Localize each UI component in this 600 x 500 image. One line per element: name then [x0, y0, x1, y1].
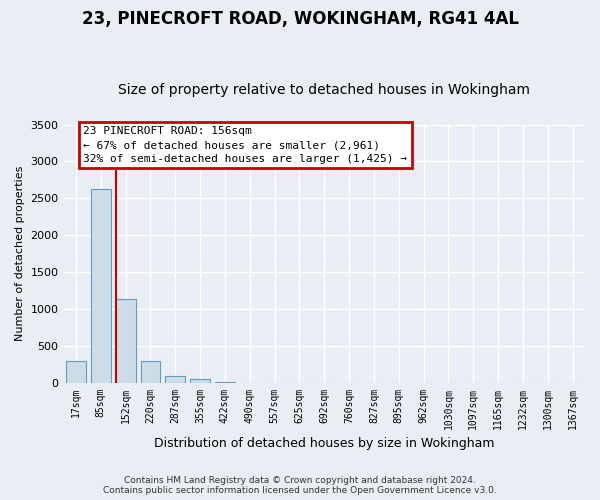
Bar [190, 380, 210, 382]
Bar [166, 376, 185, 382]
Bar [91, 190, 111, 382]
X-axis label: Distribution of detached houses by size in Wokingham: Distribution of detached houses by size … [154, 437, 494, 450]
Y-axis label: Number of detached properties: Number of detached properties [15, 166, 25, 342]
Text: 23 PINECROFT ROAD: 156sqm
← 67% of detached houses are smaller (2,961)
32% of se: 23 PINECROFT ROAD: 156sqm ← 67% of detac… [83, 126, 407, 164]
Bar [140, 362, 160, 382]
Text: Contains HM Land Registry data © Crown copyright and database right 2024.
Contai: Contains HM Land Registry data © Crown c… [103, 476, 497, 495]
Bar [116, 298, 136, 382]
Title: Size of property relative to detached houses in Wokingham: Size of property relative to detached ho… [118, 83, 530, 97]
Bar [66, 362, 86, 382]
Text: 23, PINECROFT ROAD, WOKINGHAM, RG41 4AL: 23, PINECROFT ROAD, WOKINGHAM, RG41 4AL [82, 10, 518, 28]
